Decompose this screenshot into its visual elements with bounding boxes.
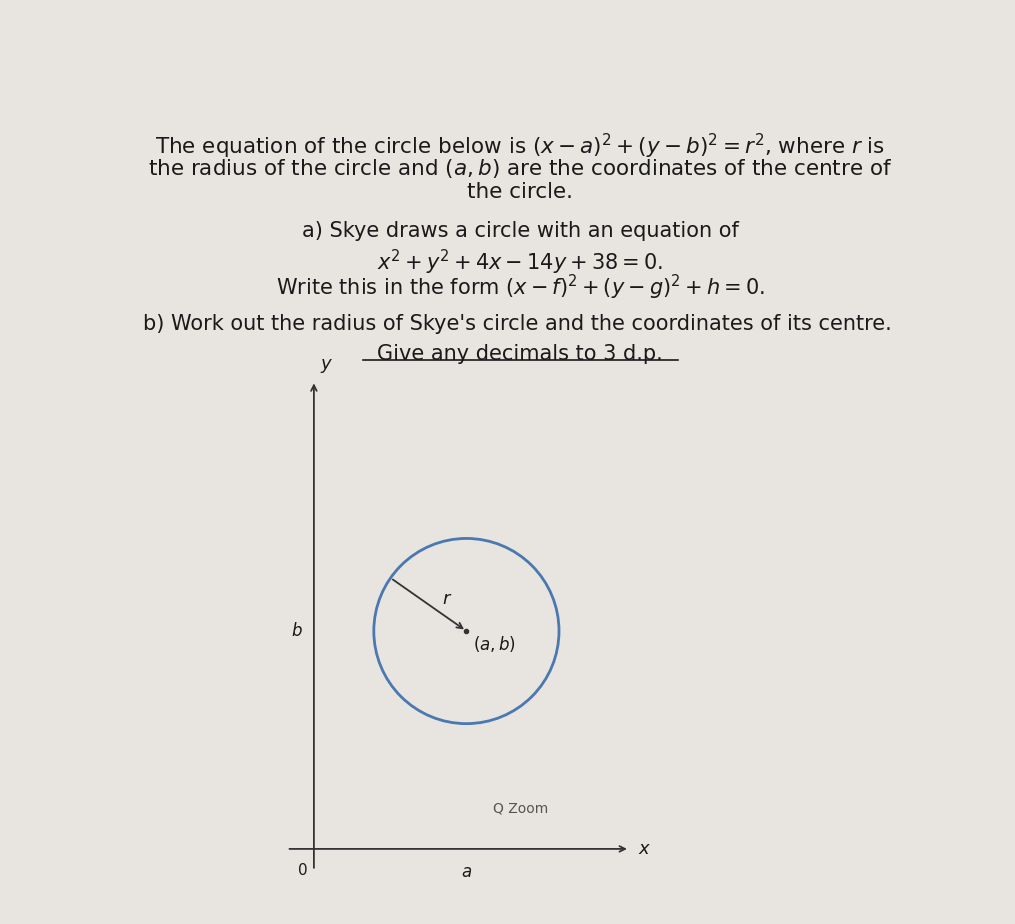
Text: $r$: $r$ <box>443 590 453 608</box>
Text: the circle.: the circle. <box>467 182 573 202</box>
Text: Q Zoom: Q Zoom <box>492 801 548 815</box>
Text: the radius of the circle and $(a, b)$ are the coordinates of the centre of: the radius of the circle and $(a, b)$ ar… <box>148 157 892 180</box>
Text: 0: 0 <box>298 862 308 878</box>
Text: a) Skye draws a circle with an equation of: a) Skye draws a circle with an equation … <box>301 221 739 241</box>
Text: $x^2 + y^2 + 4x - 14y + 38 = 0.$: $x^2 + y^2 + 4x - 14y + 38 = 0.$ <box>378 248 663 276</box>
Text: $b$: $b$ <box>291 622 303 640</box>
Text: $y$: $y$ <box>321 357 334 375</box>
Text: $a$: $a$ <box>461 862 472 881</box>
Text: b) Work out the radius of Skye's circle and the coordinates of its centre.: b) Work out the radius of Skye's circle … <box>142 313 891 334</box>
Text: The equation of the circle below is $(x - a)^2 + (y - b)^2 = r^2$, where $r$ is: The equation of the circle below is $(x … <box>155 132 885 162</box>
Text: $x$: $x$ <box>638 840 652 857</box>
Text: Write this in the form $(x - f)^2 + (y - g)^2 + h = 0.$: Write this in the form $(x - f)^2 + (y -… <box>276 274 764 302</box>
Text: $(a,b)$: $(a,b)$ <box>473 634 516 654</box>
Text: Give any decimals to 3 d.p.: Give any decimals to 3 d.p. <box>378 345 663 364</box>
